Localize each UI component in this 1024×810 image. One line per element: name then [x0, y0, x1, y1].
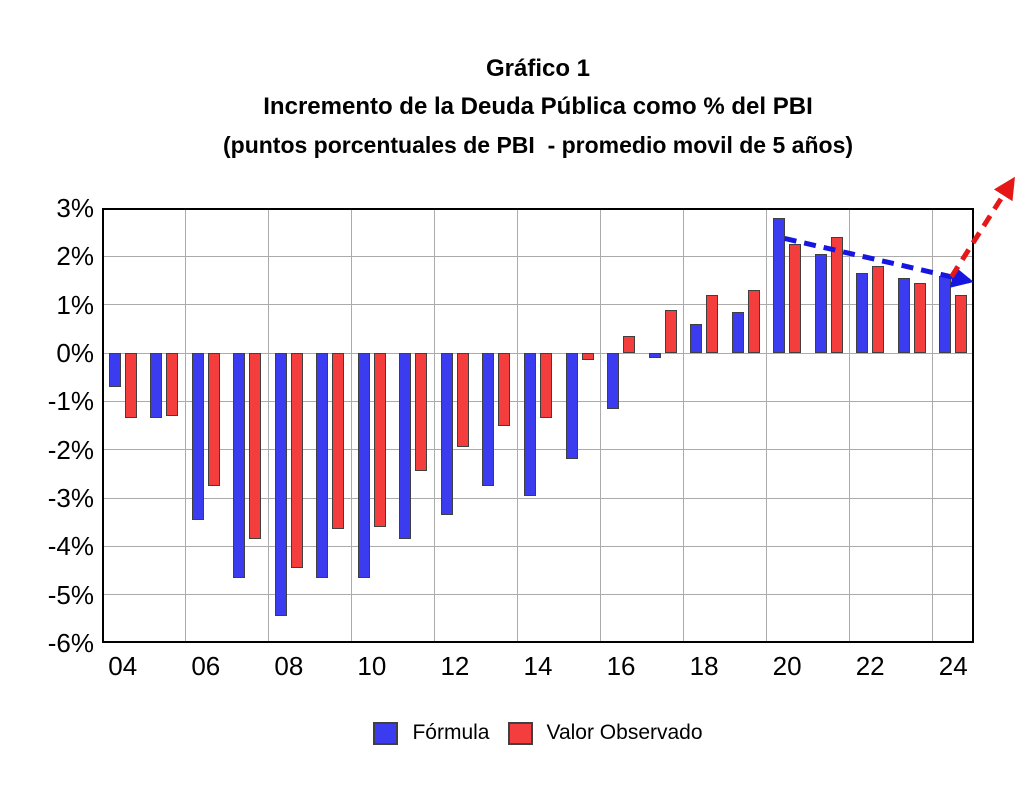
bar-observado-2007: [249, 353, 262, 540]
bar-formula-2005: [150, 353, 163, 419]
gridline-horizontal: [102, 255, 974, 257]
formula-label: Fórmula: [412, 721, 490, 744]
bar-observado-2017: [664, 309, 677, 353]
bar-formula-2019: [731, 311, 744, 353]
gridline-vertical: [848, 208, 850, 643]
x-tick-label: 10: [357, 651, 387, 681]
y-tick-label: -1%: [47, 386, 94, 417]
bar-observado-2024: [955, 295, 968, 353]
chart-subtitle: Incremento de la Deuda Pública como % de…: [263, 93, 813, 120]
gridline-vertical: [267, 208, 269, 643]
bar-formula-2012: [440, 353, 453, 515]
gridline-horizontal: [102, 594, 974, 596]
y-tick-label: -4%: [47, 531, 94, 562]
gridline-horizontal: [102, 400, 974, 402]
bar-formula-2023: [897, 278, 910, 353]
bar-observado-2009: [332, 353, 345, 530]
observado-swatch: [507, 721, 533, 745]
y-tick-label: 1%: [56, 289, 94, 320]
bar-formula-2014: [524, 353, 536, 496]
bar-observado-2005: [166, 353, 179, 416]
bar-observado-2004: [124, 353, 137, 419]
x-tick-label: 22: [855, 651, 885, 681]
bar-observado-2022: [872, 266, 885, 353]
bar-formula-2020: [773, 217, 786, 353]
bar-observado-2014: [540, 353, 552, 419]
chart-title: Gráfico 1: [485, 55, 591, 82]
y-tick-label: -2%: [47, 434, 94, 465]
chart-subtitle-2: (puntos porcentuales de PBI - promedio m…: [222, 132, 854, 158]
bar-formula-2006: [191, 353, 204, 520]
bar-observado-2016: [623, 336, 636, 353]
bar-formula-2015: [565, 353, 578, 460]
bar-formula-2016: [607, 353, 620, 409]
y-tick-label: 3%: [56, 193, 94, 223]
gridline-vertical: [931, 208, 933, 643]
gridline-horizontal: [102, 304, 974, 306]
gridline-vertical: [765, 208, 767, 643]
bar-formula-2004: [108, 353, 121, 387]
bar-formula-2018: [690, 324, 703, 353]
bar-observado-2015: [581, 353, 594, 361]
gridline-vertical: [433, 208, 435, 643]
bar-formula-2013: [482, 353, 495, 486]
x-tick-label: 06: [191, 651, 221, 681]
bar-formula-2011: [399, 353, 412, 540]
y-tick-label: -6%: [47, 628, 94, 658]
bar-observado-2023: [913, 282, 926, 353]
x-tick-label: 24: [938, 651, 968, 681]
y-tick-label: 2%: [56, 241, 94, 272]
legend-item-observado: Valor Observado: [507, 721, 703, 745]
x-tick-label: 18: [689, 651, 719, 681]
gridline-vertical: [682, 208, 684, 643]
x-tick-label: 16: [606, 651, 636, 681]
y-tick-label: -3%: [47, 483, 94, 513]
formula-swatch: [373, 721, 399, 745]
gridline-horizontal: [102, 545, 974, 547]
gridline-horizontal: [102, 497, 974, 499]
legend: Fórmula Valor Observado: [76, 716, 1000, 750]
bar-observado-2008: [290, 353, 303, 569]
bar-observado-2012: [456, 353, 469, 448]
gridline-vertical: [184, 208, 186, 643]
plot-area: [102, 208, 974, 643]
gridline-horizontal: [102, 352, 974, 354]
bar-formula-2024: [939, 275, 952, 353]
gridline-vertical: [599, 208, 601, 643]
bar-formula-2009: [316, 353, 329, 578]
gridline-horizontal: [102, 449, 974, 451]
bar-observado-2013: [498, 353, 511, 426]
x-tick-label: 08: [274, 651, 304, 681]
bar-formula-2010: [357, 353, 370, 578]
bar-formula-2008: [274, 353, 287, 617]
bar-formula-2022: [856, 273, 869, 353]
y-tick-label: -5%: [47, 579, 94, 610]
bar-observado-2011: [415, 353, 428, 472]
bar-observado-2006: [207, 353, 220, 486]
bar-formula-2021: [814, 253, 827, 353]
bar-observado-2019: [747, 290, 760, 353]
bar-formula-2017: [648, 353, 661, 358]
x-tick-label: 04: [108, 651, 138, 681]
gridline-vertical: [516, 208, 518, 643]
bar-observado-2010: [373, 353, 386, 527]
gridline-vertical: [350, 208, 352, 643]
bar-observado-2020: [789, 244, 802, 353]
x-tick-label: 14: [523, 651, 553, 681]
bar-formula-2007: [233, 353, 246, 578]
y-tick-label: 0%: [56, 338, 94, 368]
legend-item-formula: Fórmula: [373, 721, 490, 745]
x-tick-label: 20: [772, 651, 802, 681]
chart-title-block: Gráfico 1 Incremento de la Deuda Pública…: [76, 50, 1000, 164]
bar-observado-2021: [830, 237, 843, 353]
bar-observado-2018: [706, 295, 719, 353]
x-tick-label: 12: [440, 651, 470, 681]
observado-label: Valor Observado: [546, 721, 703, 744]
